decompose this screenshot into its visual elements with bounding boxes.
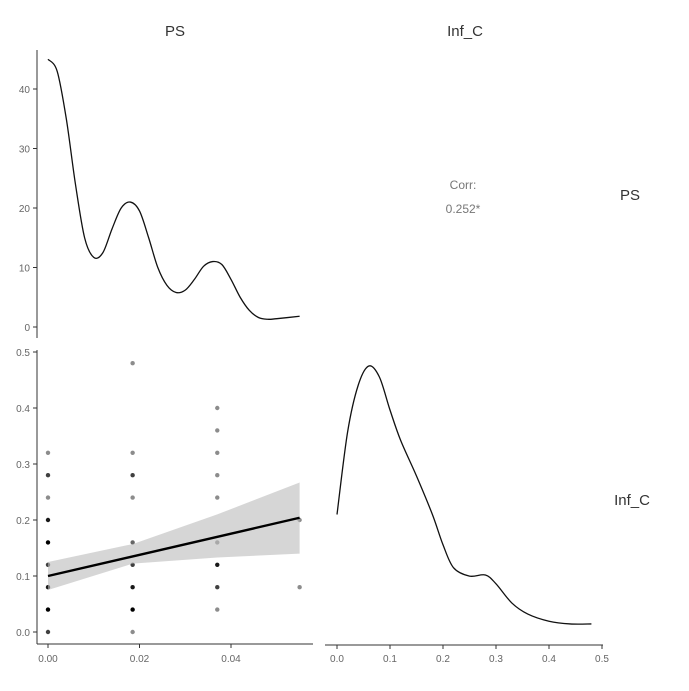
x-tick-label: 0.5 xyxy=(595,654,609,665)
scatter-point xyxy=(215,495,220,500)
scatter-point xyxy=(45,540,51,545)
x-tick-label: 0.4 xyxy=(542,654,556,665)
confidence-band xyxy=(48,482,300,590)
y-tick-label: 10 xyxy=(19,264,31,275)
scatter-point xyxy=(130,361,135,366)
x-tick-label: 0.2 xyxy=(436,654,450,665)
scatter-point xyxy=(130,585,135,590)
column-label-infc: Inf_C xyxy=(447,23,483,40)
scatter-point xyxy=(130,450,135,455)
scatter-point xyxy=(130,495,135,500)
scatter-point xyxy=(130,540,135,545)
x-tick-label: 0.04 xyxy=(221,654,241,665)
y-tick-label: 30 xyxy=(19,145,31,156)
scatter-point xyxy=(45,607,51,612)
corr-label: Corr: xyxy=(450,178,477,192)
scatter-point xyxy=(130,473,135,478)
scatter-point xyxy=(45,473,51,478)
y-tick-label: 0.3 xyxy=(16,460,30,471)
y-tick-label: 0 xyxy=(24,323,30,334)
scatter-point xyxy=(45,495,51,500)
x-tick-label: 0.00 xyxy=(38,654,58,665)
regression-line xyxy=(47,516,300,578)
scatter-point xyxy=(130,607,135,612)
scatter-point xyxy=(215,562,220,567)
x-tick-label: 0.0 xyxy=(330,654,344,665)
row-label-infc: Inf_C xyxy=(614,492,650,509)
y-tick-label: 20 xyxy=(19,204,31,215)
y-tick-label: 40 xyxy=(19,85,31,96)
x-tick-label: 0.3 xyxy=(489,654,503,665)
scatter-point xyxy=(215,450,220,455)
scatter-point xyxy=(45,517,51,523)
scatter-point xyxy=(130,629,135,635)
y-tick-label: 0.0 xyxy=(16,628,30,639)
y-tick-label: 0.5 xyxy=(16,348,30,359)
y-tick-label: 0.1 xyxy=(16,572,30,583)
x-tick-label: 0.1 xyxy=(383,654,397,665)
scatter-point xyxy=(215,473,220,478)
scatter-point xyxy=(215,607,220,612)
column-label-ps: PS xyxy=(165,23,185,40)
scatter-point xyxy=(215,428,220,433)
y-tick-label: 0.4 xyxy=(16,404,30,415)
scatter-point xyxy=(297,585,302,590)
scatter-point xyxy=(45,629,51,635)
scatter-point xyxy=(215,405,220,411)
y-tick-label: 0.2 xyxy=(16,516,30,527)
row-label-ps: PS xyxy=(620,187,640,204)
x-tick-label: 0.02 xyxy=(130,654,150,665)
scatter-point xyxy=(45,450,51,455)
corr-value: 0.252* xyxy=(446,202,481,216)
scatter-point xyxy=(215,585,220,590)
infc-density-line xyxy=(336,365,592,625)
ps-density-line xyxy=(47,58,300,320)
